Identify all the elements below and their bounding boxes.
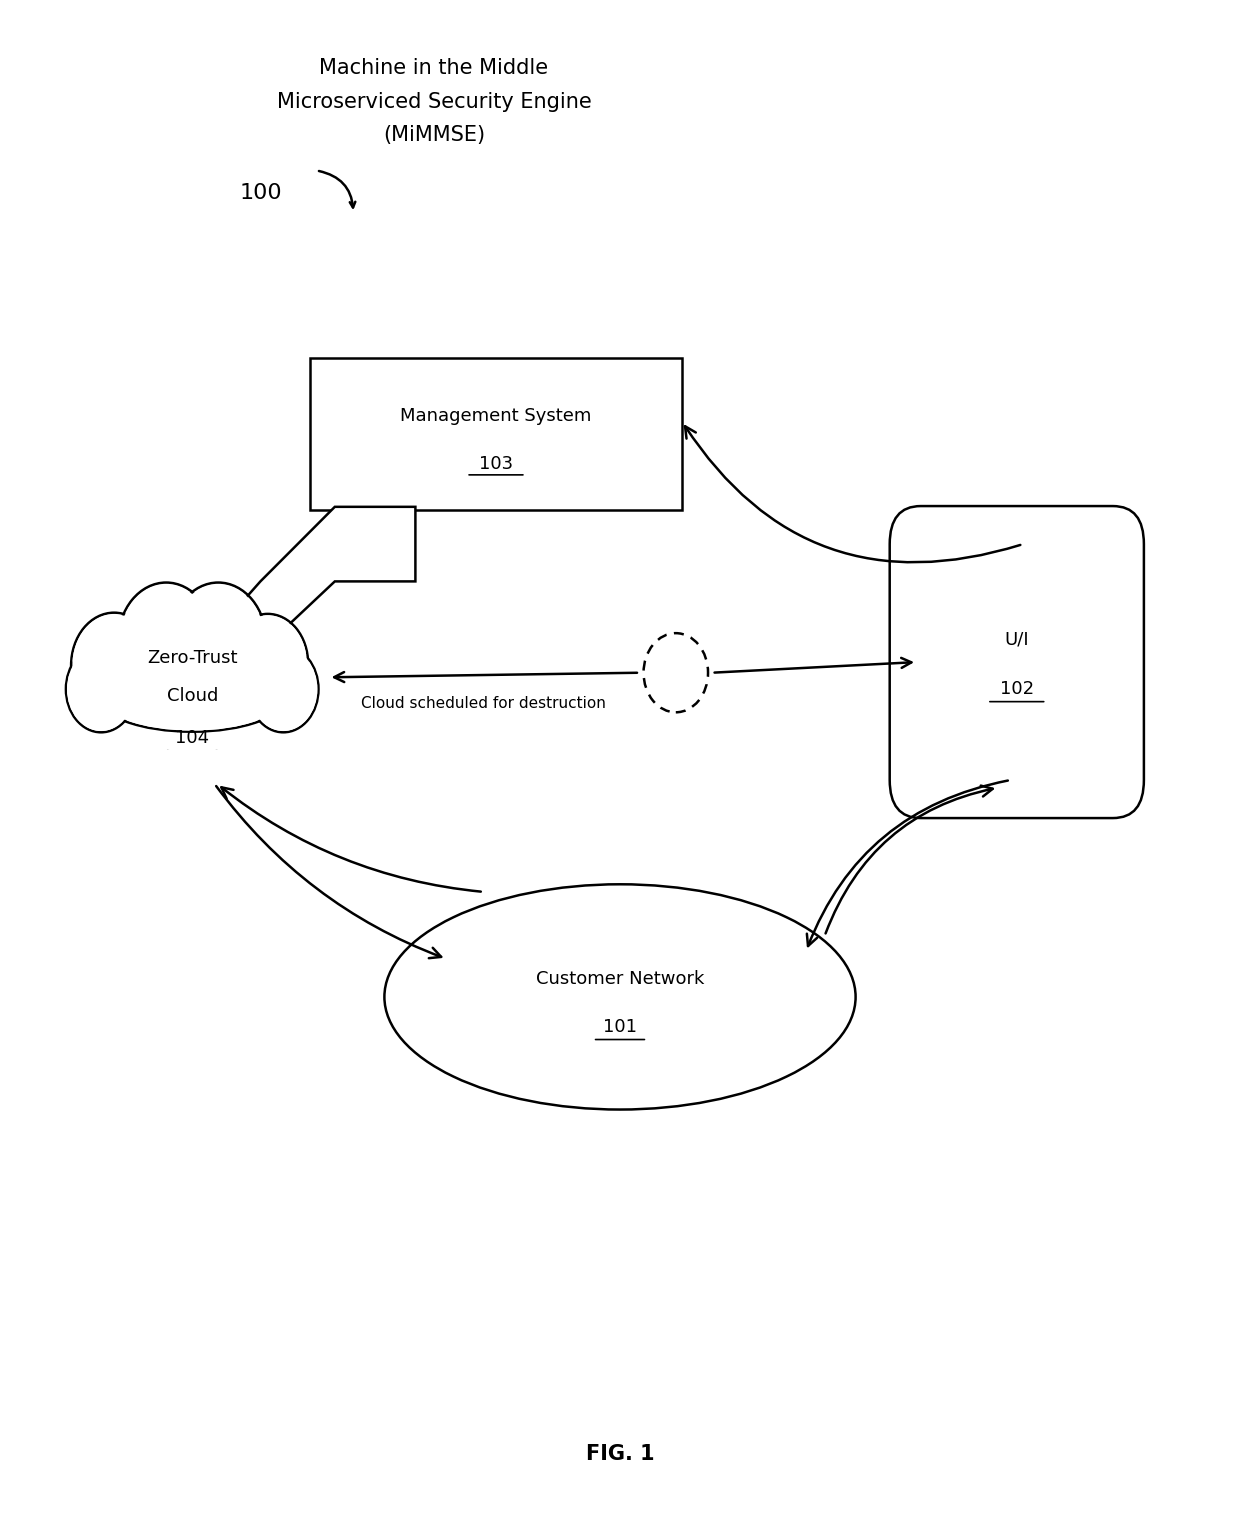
Circle shape bbox=[228, 615, 306, 711]
Circle shape bbox=[67, 647, 135, 731]
Text: (MiMMSE): (MiMMSE) bbox=[383, 125, 485, 146]
Text: U/I: U/I bbox=[1004, 630, 1029, 648]
Text: 102: 102 bbox=[999, 680, 1034, 699]
Text: Machine in the Middle: Machine in the Middle bbox=[320, 58, 548, 79]
Text: Management System: Management System bbox=[401, 406, 591, 425]
Text: FIG. 1: FIG. 1 bbox=[585, 1443, 655, 1464]
Circle shape bbox=[119, 584, 213, 699]
Circle shape bbox=[227, 613, 308, 712]
Circle shape bbox=[248, 645, 319, 732]
Ellipse shape bbox=[384, 884, 856, 1110]
Text: Zero-Trust: Zero-Trust bbox=[148, 648, 237, 667]
Text: 101: 101 bbox=[603, 1018, 637, 1036]
Text: Microserviced Security Engine: Microserviced Security Engine bbox=[277, 91, 591, 113]
Circle shape bbox=[171, 584, 265, 699]
Circle shape bbox=[71, 613, 157, 718]
Circle shape bbox=[249, 647, 317, 731]
Text: 103: 103 bbox=[479, 455, 513, 473]
Ellipse shape bbox=[74, 603, 310, 752]
Text: Cloud: Cloud bbox=[166, 686, 218, 705]
Circle shape bbox=[118, 583, 215, 700]
Text: Customer Network: Customer Network bbox=[536, 970, 704, 988]
FancyBboxPatch shape bbox=[310, 358, 682, 510]
FancyBboxPatch shape bbox=[889, 505, 1143, 819]
Polygon shape bbox=[229, 507, 415, 651]
Circle shape bbox=[72, 615, 156, 717]
Text: 100: 100 bbox=[239, 183, 281, 204]
Ellipse shape bbox=[98, 662, 286, 732]
Circle shape bbox=[644, 633, 708, 712]
Ellipse shape bbox=[102, 664, 283, 731]
Circle shape bbox=[170, 583, 267, 700]
Circle shape bbox=[66, 645, 136, 732]
Text: Cloud scheduled for destruction: Cloud scheduled for destruction bbox=[361, 696, 606, 711]
Text: 104: 104 bbox=[175, 729, 210, 747]
